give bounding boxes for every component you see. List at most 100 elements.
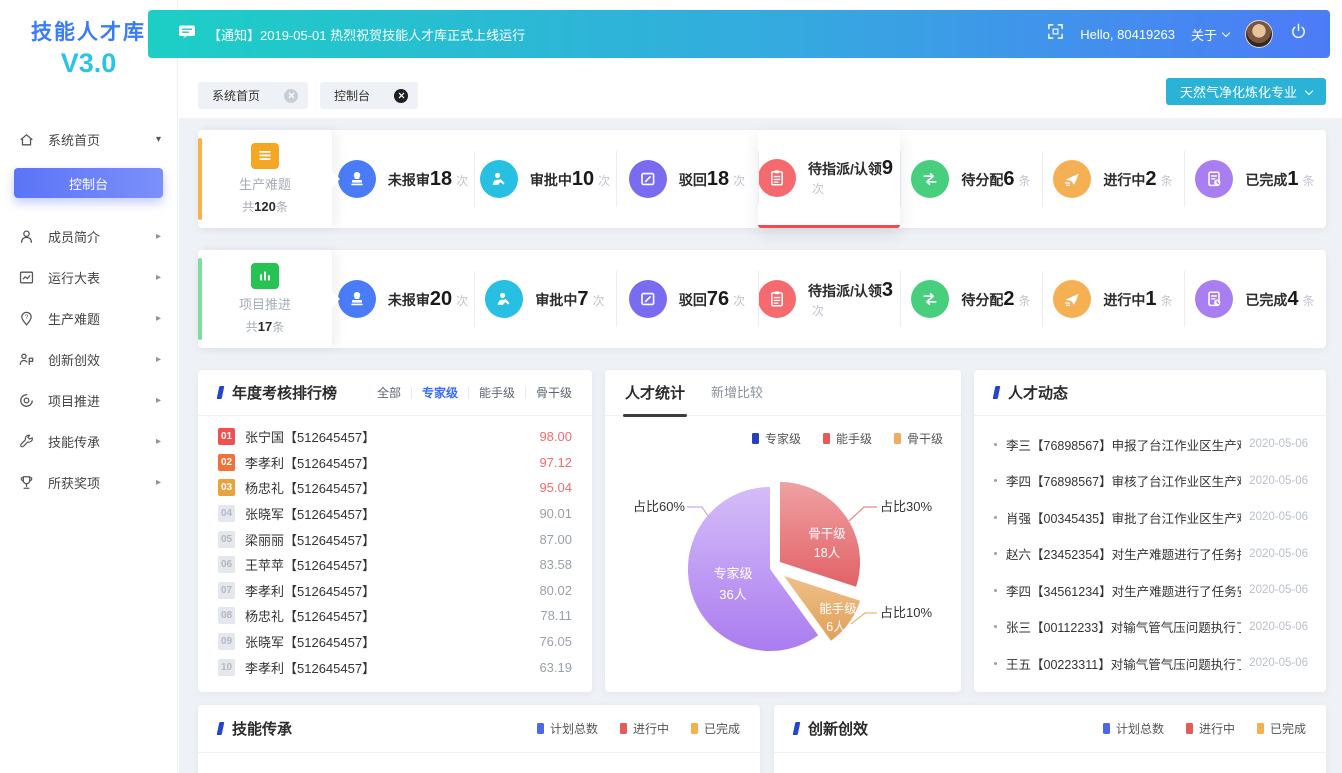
trophy-icon <box>18 474 35 491</box>
target-icon <box>18 392 35 409</box>
document-check-icon <box>1195 160 1234 198</box>
pie-outer-label: 占比60% <box>633 499 685 514</box>
legend-label: 进行中 <box>632 722 669 736</box>
stat-value: 18 <box>706 167 730 190</box>
swap-icon <box>911 160 950 198</box>
stat-category-card: 项目推进 共17条 <box>198 250 340 348</box>
legend-item: 专家级 <box>751 430 801 447</box>
stat-value: 2 <box>1145 167 1157 190</box>
pie-outer-label: 占比30% <box>880 499 932 514</box>
legend-item: 已完成 <box>690 720 740 737</box>
chevron-right-icon: ▸ <box>155 476 161 488</box>
main-area: 系统首页 控制台 天然气净化炼化专业 生产难题 共120条 <box>179 0 1342 773</box>
title-flag-icon <box>792 722 801 735</box>
stat-value: 7 <box>577 287 589 310</box>
stat-cell-unreported[interactable]: 未报审20 次 <box>332 250 474 348</box>
pie-slice-expert[interactable] <box>687 486 819 651</box>
tab-chip-console[interactable]: 控制台 <box>320 82 419 109</box>
stat-unit: 次 <box>733 293 746 308</box>
sidebar-item-skills[interactable]: 技能传承 ▸ <box>0 429 177 453</box>
stat-cell-to-dispatch[interactable]: 待分配2 条 <box>900 250 1042 348</box>
sidebar-item-dashboard-tables[interactable]: 运行大表 ▸ <box>0 265 177 289</box>
sidebar-item-label: 生产难题 <box>48 311 101 327</box>
stat-cell-to-assign[interactable]: 待指派/认领3 次 <box>758 250 900 348</box>
close-icon[interactable] <box>284 88 299 103</box>
stamp-icon <box>337 160 376 198</box>
stat-cell-completed[interactable]: 已完成1 条 <box>1184 130 1326 228</box>
tab-backbone[interactable]: 骨干级 <box>535 386 572 400</box>
stat-cell-completed[interactable]: 已完成4 条 <box>1184 250 1326 348</box>
reject-icon <box>628 280 667 318</box>
stat-cell-rejected[interactable]: 驳回18 次 <box>616 130 758 228</box>
stat-cell-in-progress[interactable]: 进行中1 条 <box>1042 250 1184 348</box>
sidebar-item-problems[interactable]: ? 生产难题 ▸ <box>0 306 177 330</box>
chevron-right-icon: ▸ <box>155 312 161 324</box>
total-suffix: 条 <box>275 200 288 214</box>
rank-score: 63.19 <box>539 659 572 675</box>
stat-value: 9 <box>881 157 894 179</box>
tab-expert[interactable]: 专家级 <box>421 386 458 400</box>
legend-label: 已完成 <box>703 722 740 736</box>
sidebar-item-home[interactable]: 系统首页 ▾ <box>0 127 177 151</box>
stat-label: 已完成 <box>1245 171 1288 188</box>
list-item: 李四【76898567】审核了台江作业区生产难题 2020-05-06 <box>994 463 1308 500</box>
stat-cell-to-assign[interactable]: 待指派/认领9 次 <box>758 130 900 228</box>
sidebar-item-label: 项目推进 <box>48 393 101 409</box>
stat-cell-rejected[interactable]: 驳回76 次 <box>616 250 758 348</box>
document-check-icon <box>1195 280 1234 318</box>
bullet-icon <box>994 625 997 629</box>
stat-cell-approving[interactable]: 审批中7 次 <box>474 250 616 348</box>
tab-skilled[interactable]: 能手级 <box>478 386 515 400</box>
dynamic-date: 2020-05-06 <box>1249 620 1308 633</box>
sidebar-item-awards[interactable]: 所获奖项 ▸ <box>0 470 177 494</box>
dynamics-list: 李三【76898567】申报了台江作业区生产难题 2020-05-06 李四【76… <box>974 416 1326 682</box>
stat-cell-in-progress[interactable]: 进行中2 条 <box>1042 130 1184 228</box>
skill-inheritance-panel: 技能传承 计划总数 进行中 已完成 <box>198 705 760 773</box>
bullet-icon <box>994 442 997 446</box>
stat-cell-unreported[interactable]: 未报审18 次 <box>332 130 474 228</box>
power-icon[interactable] <box>1289 22 1308 46</box>
sidebar-item-projects[interactable]: 项目推进 ▸ <box>0 388 177 412</box>
domain-select-button[interactable]: 天然气净化炼化专业 <box>1165 78 1326 105</box>
legend-label: 计划总数 <box>1115 722 1164 736</box>
ranking-panel: 年度考核排行榜 全部 专家级 能手级 骨干级 01 张宁国【512645457】 9… <box>198 370 592 692</box>
arrow-tip <box>332 291 340 307</box>
stat-label: 驳回 <box>678 171 707 188</box>
title-flag-icon <box>216 722 225 735</box>
close-icon[interactable] <box>394 88 409 103</box>
sidebar: 技能人才库 V3.0 系统首页 ▾ 控制台 成员简介 ▸ 运行大表 ▸ <box>0 0 178 773</box>
tab-new-compare[interactable]: 新增比较 <box>711 385 764 400</box>
tab-chip-home[interactable]: 系统首页 <box>198 82 309 109</box>
legend-swatch <box>822 433 830 444</box>
pie-slice-backbone[interactable] <box>780 482 861 587</box>
stat-value: 10 <box>571 167 595 190</box>
stat-unit: 条 <box>1018 173 1031 188</box>
about-menu[interactable]: 关于 <box>1191 25 1231 44</box>
list-item: 王五【00223311】对输气管气压问题执行了结束操作 2020-05-06 <box>994 645 1308 682</box>
sidebar-item-innovation[interactable]: 创新创效 ▸ <box>0 347 177 371</box>
user-greeting: Hello, 80419263 <box>1080 26 1175 42</box>
sidebar-item-console-active[interactable]: 控制台 <box>14 168 163 198</box>
dynamic-text: 李四【76898567】审核了台江作业区生产难题 <box>1006 475 1242 490</box>
ranking-title: 年度考核排行榜 <box>232 385 338 402</box>
avatar[interactable] <box>1245 20 1273 48</box>
tab-talent-stats[interactable]: 人才统计 <box>622 382 688 417</box>
person-icon <box>18 228 35 245</box>
arrow-tip <box>332 171 340 187</box>
list-item: 张三【00112233】对输气管气压问题执行了启动操作 2020-05-06 <box>994 609 1308 646</box>
rank-score: 87.00 <box>539 531 572 547</box>
accent-bar <box>198 258 202 340</box>
bullet-icon <box>994 479 997 483</box>
stat-label: 未报审 <box>387 171 430 188</box>
stat-label: 待指派/认领 <box>808 161 882 177</box>
ranking-row: 02 李孝利【512645457】 97.12 <box>218 450 572 476</box>
sidebar-item-members[interactable]: 成员简介 ▸ <box>0 224 177 248</box>
tab-all[interactable]: 全部 <box>376 386 401 400</box>
legend-item: 进行中 <box>619 720 669 737</box>
fullscreen-icon[interactable] <box>1047 23 1064 45</box>
stat-cell-to-dispatch[interactable]: 待分配6 条 <box>900 130 1042 228</box>
pie-slice-skilled[interactable] <box>784 576 861 641</box>
ranking-row: 01 张宁国【512645457】 98.00 <box>218 424 572 450</box>
innovation-panel-title: 创新创效 <box>808 721 869 738</box>
stat-cell-approving[interactable]: 审批中10 次 <box>474 130 616 228</box>
